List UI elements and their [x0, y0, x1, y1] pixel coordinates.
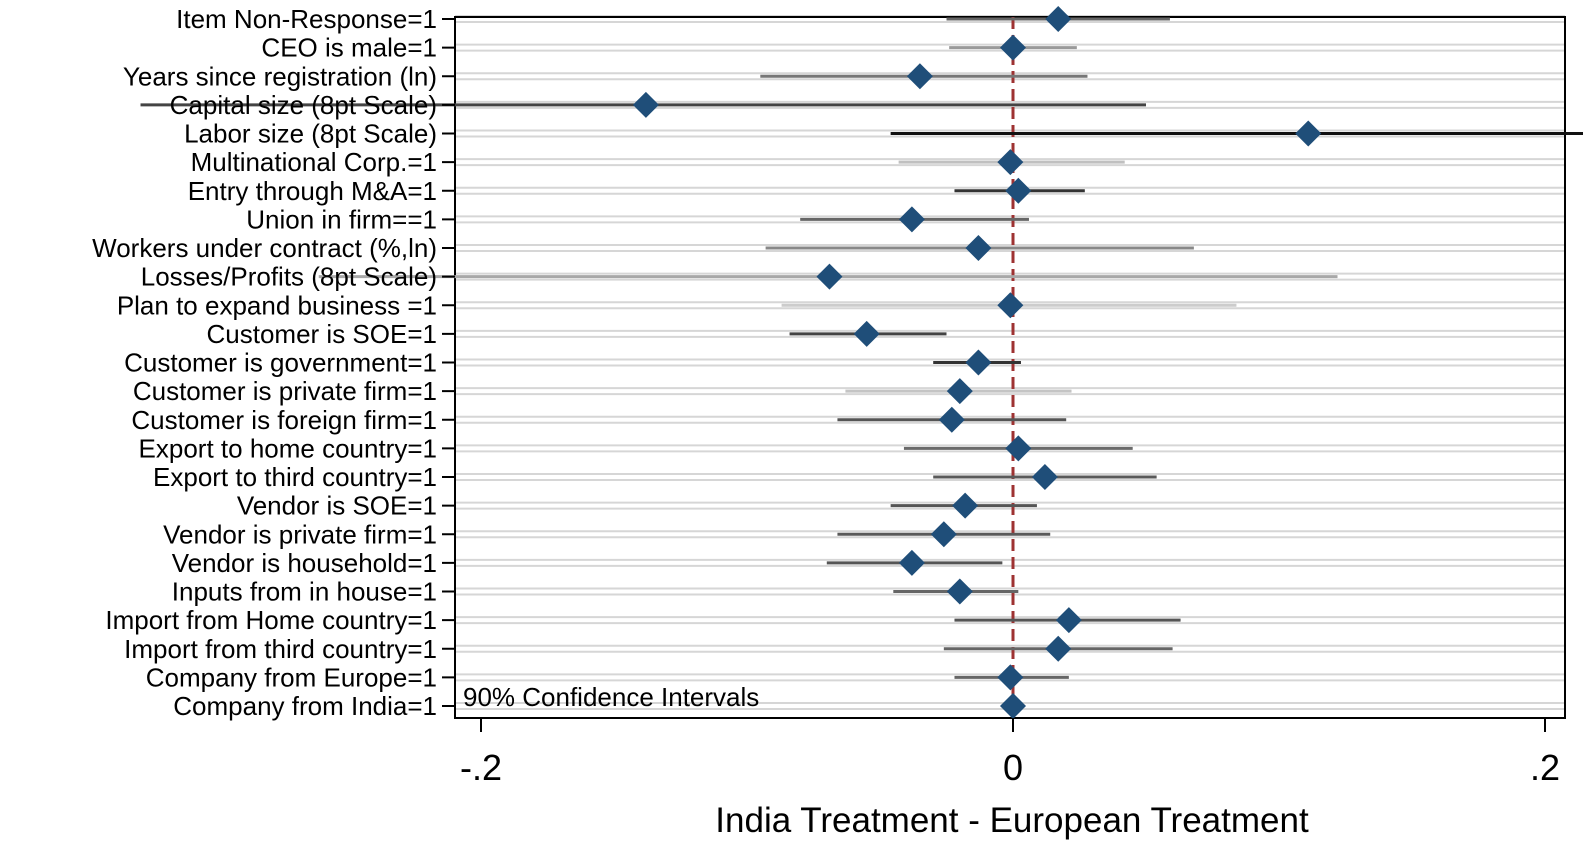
point-estimate-marker: [1045, 6, 1072, 32]
point-estimate-marker: [816, 263, 843, 290]
y-tick-label: Customer is foreign firm=1: [131, 405, 437, 435]
point-estimate-marker: [952, 492, 979, 519]
point-estimate-marker: [997, 664, 1024, 691]
point-estimate-marker: [997, 292, 1024, 319]
point-estimate-marker: [1045, 635, 1072, 662]
point-estimate-marker: [1005, 435, 1032, 462]
point-estimate-marker: [938, 406, 965, 433]
point-estimate-marker: [853, 320, 880, 347]
point-estimate-marker: [1055, 607, 1082, 634]
y-tick-label: Workers under contract (%,ln): [92, 233, 437, 263]
point-estimate-marker: [898, 549, 925, 576]
point-estimate-marker: [898, 206, 925, 233]
point-estimate-marker: [1005, 177, 1032, 204]
y-tick-label: Capital size (8pt Scale): [170, 90, 437, 120]
x-tick-label: 0: [1003, 747, 1023, 788]
point-estimate-marker: [965, 235, 992, 261]
point-estimate-marker: [1000, 34, 1026, 61]
plot-frame: [454, 16, 1566, 719]
y-tick-label: Item Non-Response=1: [176, 4, 437, 34]
y-tick-label: Inputs from in house=1: [172, 577, 437, 607]
point-estimate-marker: [1031, 464, 1058, 490]
y-tick-label: Losses/Profits (8pt Scale): [141, 262, 437, 292]
point-estimate-marker: [930, 521, 957, 548]
x-axis-ticks: .4-.20.2.4: [460, 718, 1560, 788]
y-tick-label: Customer is SOE=1: [207, 319, 437, 349]
y-tick-label: Labor size (8pt Scale): [184, 119, 437, 149]
y-tick-label: Customer is government=1: [124, 348, 437, 378]
point-estimate-marker: [997, 149, 1024, 176]
confidence-note: 90% Confidence Intervals: [463, 682, 759, 712]
y-tick-label: Union in firm==1: [246, 204, 437, 234]
y-tick-label: Years since registration (ln): [123, 61, 437, 91]
x-tick-label: -.2: [460, 747, 502, 788]
point-estimate-marker: [906, 63, 933, 90]
y-tick-label: Vendor is private firm=1: [163, 519, 437, 549]
y-tick-label: Import from Home country=1: [105, 605, 437, 635]
x-axis-title: India Treatment - European Treatment: [715, 801, 1309, 840]
y-tick-label: Entry through M&A=1: [188, 176, 437, 206]
x-tick-label: .2: [1530, 747, 1560, 788]
y-tick-label: Multinational Corp.=1: [191, 147, 437, 177]
y-tick-label: Customer is private firm=1: [133, 376, 437, 406]
point-estimate-marker: [965, 349, 992, 376]
point-estimate-marker: [632, 91, 659, 118]
y-tick-label: Vendor is SOE=1: [237, 491, 437, 521]
point-estimate-marker: [1295, 120, 1322, 147]
y-tick-label: CEO is male=1: [261, 33, 437, 63]
y-tick-label: Import from third country=1: [124, 634, 437, 664]
y-tick-label: Company from Europe=1: [146, 662, 437, 692]
point-estimates: [632, 6, 1322, 719]
point-estimate-marker: [946, 578, 973, 605]
y-tick-label: Company from India=1: [173, 691, 437, 721]
point-estimate-marker: [946, 378, 973, 405]
y-tick-label: Export to third country=1: [153, 462, 437, 492]
y-tick-label: Vendor is household=1: [172, 548, 437, 578]
y-tick-label: Plan to expand business =1: [117, 290, 437, 320]
y-tick-label: Export to home country=1: [139, 433, 437, 463]
point-estimate-marker: [1000, 693, 1026, 719]
